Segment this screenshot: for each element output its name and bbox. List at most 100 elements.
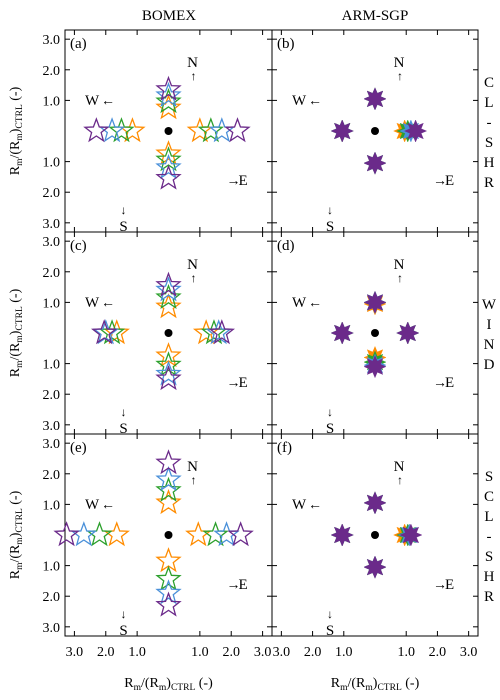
- direction-label-east: E: [445, 375, 454, 391]
- direction-label-south: S: [119, 421, 127, 437]
- direction-label-west: W: [85, 93, 100, 109]
- marker-n-1: [155, 476, 182, 502]
- row-label-letter: R: [484, 175, 494, 191]
- x-tick-label-west: 1.0: [335, 645, 353, 660]
- marker-s-0: [155, 140, 182, 166]
- origin-dot: [371, 329, 379, 337]
- arrow-south: ↓: [327, 607, 333, 621]
- marker-n-2: [155, 276, 182, 302]
- direction-label-north: N: [394, 257, 405, 273]
- marker-n-3: [363, 290, 387, 314]
- arrow-west: ←: [101, 94, 115, 109]
- arrow-east: →: [433, 376, 447, 391]
- row-label-letter: H: [484, 155, 495, 171]
- row-label-letter: W: [482, 297, 497, 313]
- marker-s-3: [363, 555, 387, 579]
- panel-b: (b)N↑↓S→EW ←CL-SHR: [271, 29, 495, 235]
- arrow-east: →: [433, 578, 447, 593]
- y-tick-label-north: 1.0: [43, 94, 61, 109]
- marker-s-1: [155, 351, 182, 377]
- panel-a: 3.0 3.0 2.0 2.0 1.0 1.0 (a) N↑ ↓ S →E W ← Rm/(Rm)CTRL…: [8, 29, 273, 235]
- arrow-south: ↓: [121, 405, 127, 419]
- panel-e: 3.0 3.0 3.0 3.0 2.0 2.0 2.0 2.0 1.0 1.0 1.0 1.0 (e) N…: [8, 433, 273, 693]
- marker-n-2: [155, 81, 182, 108]
- y-axis-label-part-1: m: [15, 158, 25, 166]
- y-tick-label-south: 3.0: [43, 217, 61, 232]
- arrow-west: ←: [308, 94, 322, 109]
- y-axis-label-part-6: (-): [8, 86, 23, 104]
- x-tick-label-east: 2.0: [222, 645, 240, 660]
- y-axis-label-part-4: ): [8, 532, 23, 537]
- y-tick-label-north: 3.0: [43, 437, 61, 452]
- x-tick-label-east: 3.0: [460, 645, 478, 660]
- row-label-letter: C: [484, 489, 494, 505]
- y-axis-label-part-6: (-): [8, 288, 23, 306]
- x-axis-label-part-1: m: [134, 683, 142, 693]
- x-tick-label-east: 3.0: [254, 645, 272, 660]
- y-axis-label-part-0: R: [8, 569, 23, 579]
- origin-dot: [371, 127, 379, 135]
- y-tick-label-south: 2.0: [43, 590, 61, 605]
- direction-label-south: S: [326, 421, 334, 437]
- x-tick-label-west: 2.0: [97, 645, 115, 660]
- panel-c: 3.0 3.0 2.0 2.0 1.0 1.0 (c) N↑ ↓ S →E W ← Rm/(Rm)CTRL…: [8, 231, 273, 437]
- direction-label-south: S: [326, 219, 334, 235]
- x-axis-label-part-5: CTRL: [377, 683, 402, 693]
- panel-label: (b): [277, 36, 295, 52]
- x-tick-label-east: 2.0: [429, 645, 447, 660]
- row-label-letter: L: [484, 95, 493, 111]
- row-label-letter: N: [484, 337, 495, 353]
- marker-s-2: [155, 360, 182, 386]
- column-title-bomex: BOMEX: [142, 8, 196, 24]
- direction-label-west: W: [85, 295, 100, 311]
- x-tick-label-west: 3.0: [66, 645, 84, 660]
- x-tick-label-west: 3.0: [273, 645, 291, 660]
- direction-label-east: E: [445, 577, 454, 593]
- y-axis-label: Rm/(Rm)CTRL (-): [8, 490, 25, 579]
- y-axis-label-part-0: R: [8, 367, 23, 377]
- x-axis-label-part-2: /(R: [347, 676, 366, 691]
- marker-s-2: [155, 153, 182, 179]
- y-tick-label-south: 2.0: [43, 388, 61, 403]
- y-axis-label-part-1: m: [15, 562, 25, 570]
- panel-f: 3.0 3.02.0 2.01.0 1.0(f)N↑↓S→EW ←SCL-SHRRm/(…: [271, 433, 495, 693]
- marker-w-2: [70, 521, 98, 547]
- y-axis-label-part-3: m: [15, 335, 25, 343]
- column-title-arm-sgp: ARM-SGP: [342, 8, 409, 24]
- row-label-letter: R: [484, 589, 494, 605]
- marker-e-3: [224, 117, 251, 143]
- x-axis-label-part-0: R: [124, 676, 134, 691]
- marker-w-3: [330, 321, 354, 345]
- x-axis-label: Rm/(Rm)CTRL (-): [331, 676, 420, 693]
- y-axis-label-part-2: /(R: [8, 342, 23, 361]
- direction-label-north: N: [394, 55, 405, 71]
- direction-label-north: N: [187, 459, 198, 475]
- y-tick-label-north: 3.0: [43, 235, 61, 250]
- x-axis-label: Rm/(Rm)CTRL (-): [124, 676, 213, 693]
- x-axis-label-part-2: /(R: [141, 676, 160, 691]
- x-axis-label-part-1: m: [340, 683, 348, 693]
- y-axis-label: Rm/(Rm)CTRL (-): [8, 86, 25, 175]
- marker-n-3: [155, 449, 182, 475]
- marker-n-0: [155, 293, 182, 319]
- panel-label: (a): [70, 36, 87, 52]
- arrow-east: →: [433, 174, 447, 189]
- y-tick-label-south: 1.0: [43, 156, 61, 171]
- arrow-south: ↓: [327, 405, 333, 419]
- direction-label-north: N: [394, 459, 405, 475]
- arrow-north: ↑: [397, 271, 403, 285]
- y-axis-label-part-0: R: [8, 165, 23, 175]
- x-axis-label-part-0: R: [331, 676, 341, 691]
- marker-s-3: [155, 164, 182, 190]
- marker-e-3: [399, 523, 423, 547]
- origin-dot: [164, 127, 173, 135]
- y-axis-label-part-4: ): [8, 330, 23, 335]
- y-axis-label-part-1: m: [15, 360, 25, 368]
- x-tick-label-east: 1.0: [397, 645, 415, 660]
- y-tick-label-south: 2.0: [43, 186, 61, 201]
- marker-e-0: [185, 521, 212, 547]
- marker-w-3: [53, 521, 80, 547]
- arrow-north: ↑: [191, 473, 197, 487]
- marker-s-3: [363, 355, 387, 379]
